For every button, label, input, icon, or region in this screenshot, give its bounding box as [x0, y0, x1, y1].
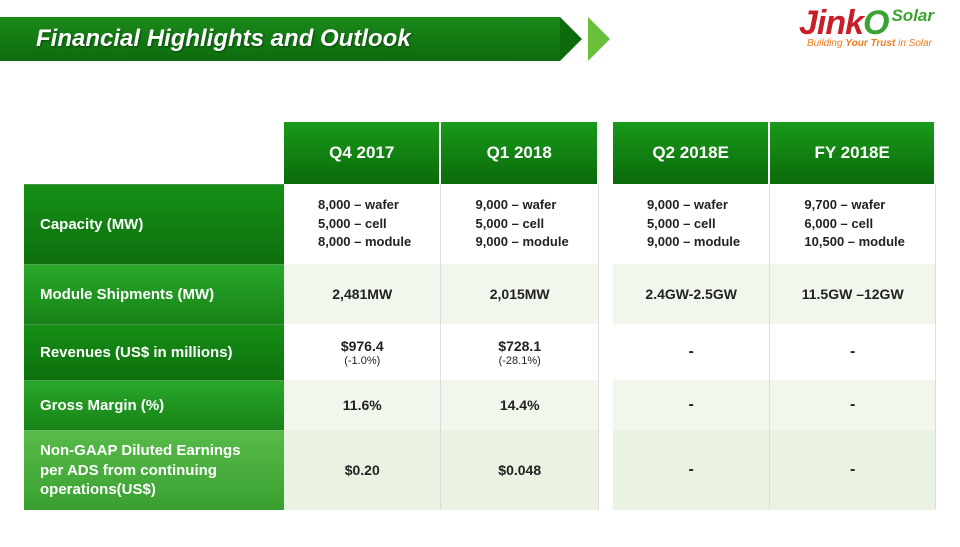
table-row: Module Shipments (MW)2,481MW2,015MW2.4GW… — [24, 264, 936, 324]
row-label-revenues: Revenues (US$ in millions) — [24, 324, 284, 380]
chevron-right-icon — [588, 17, 610, 61]
cell-revenues-2: - — [613, 324, 770, 380]
slide-header: Financial Highlights and Outlook JinkOSo… — [0, 0, 960, 78]
cell-capacity-3: 9,700 – wafer6,000 – cell10,500 – module — [770, 184, 936, 264]
cell-eps-3: - — [770, 430, 936, 510]
col-q2-2018e: Q2 2018E — [613, 122, 770, 184]
col-q1-2018: Q1 2018 — [441, 122, 598, 184]
row-label-shipments: Module Shipments (MW) — [24, 264, 284, 324]
logo-tagline: Building Your Trust in Solar — [799, 38, 932, 49]
title-bar: Financial Highlights and Outlook — [0, 17, 560, 61]
table-row: Revenues (US$ in millions)$976.4(-1.0%)$… — [24, 324, 936, 380]
cell-revenues-0: $976.4(-1.0%) — [284, 324, 441, 380]
cell-shipments-0: 2,481MW — [284, 264, 441, 324]
table-row: Capacity (MW)8,000 – wafer5,000 – cell8,… — [24, 184, 936, 264]
cell-grossmargin-2: - — [613, 380, 770, 430]
cell-eps-2: - — [613, 430, 770, 510]
column-gap — [599, 380, 613, 430]
row-label-eps: Non-GAAP Diluted Earnings per ADS from c… — [24, 430, 284, 510]
page-title: Financial Highlights and Outlook — [36, 25, 411, 53]
cell-shipments-2: 2.4GW-2.5GW — [613, 264, 770, 324]
table-row: Gross Margin (%)11.6%14.4%-- — [24, 380, 936, 430]
column-gap — [599, 122, 613, 184]
column-gap — [599, 324, 613, 380]
cell-revenues-3: - — [770, 324, 936, 380]
table-header-row: Q4 2017 Q1 2018 Q2 2018E FY 2018E — [24, 122, 936, 184]
cell-grossmargin-0: 11.6% — [284, 380, 441, 430]
cell-eps-1: $0.048 — [441, 430, 598, 510]
cell-capacity-0: 8,000 – wafer5,000 – cell8,000 – module — [284, 184, 441, 264]
cell-revenues-1: $728.1(-28.1%) — [441, 324, 598, 380]
column-gap — [599, 184, 613, 264]
row-label-grossmargin: Gross Margin (%) — [24, 380, 284, 430]
cell-capacity-2: 9,000 – wafer5,000 – cell9,000 – module — [613, 184, 770, 264]
cell-shipments-3: 11.5GW –12GW — [770, 264, 936, 324]
col-fy-2018e: FY 2018E — [770, 122, 936, 184]
table-row: Non-GAAP Diluted Earnings per ADS from c… — [24, 430, 936, 510]
financial-table: Q4 2017 Q1 2018 Q2 2018E FY 2018E Capaci… — [24, 122, 936, 510]
header-blank — [24, 122, 284, 184]
logo-text-o: O — [863, 4, 889, 42]
row-label-capacity: Capacity (MW) — [24, 184, 284, 264]
cell-capacity-1: 9,000 – wafer5,000 – cell9,000 – module — [441, 184, 598, 264]
cell-grossmargin-1: 14.4% — [441, 380, 598, 430]
column-gap — [599, 430, 613, 510]
logo-text-solar: Solar — [891, 6, 934, 25]
col-q4-2017: Q4 2017 — [284, 122, 441, 184]
cell-shipments-1: 2,015MW — [441, 264, 598, 324]
column-gap — [599, 264, 613, 324]
jinko-logo: JinkOSolar Building Your Trust in Solar — [799, 6, 932, 49]
cell-grossmargin-3: - — [770, 380, 936, 430]
logo-text-jink: Jink — [799, 4, 863, 42]
cell-eps-0: $0.20 — [284, 430, 441, 510]
